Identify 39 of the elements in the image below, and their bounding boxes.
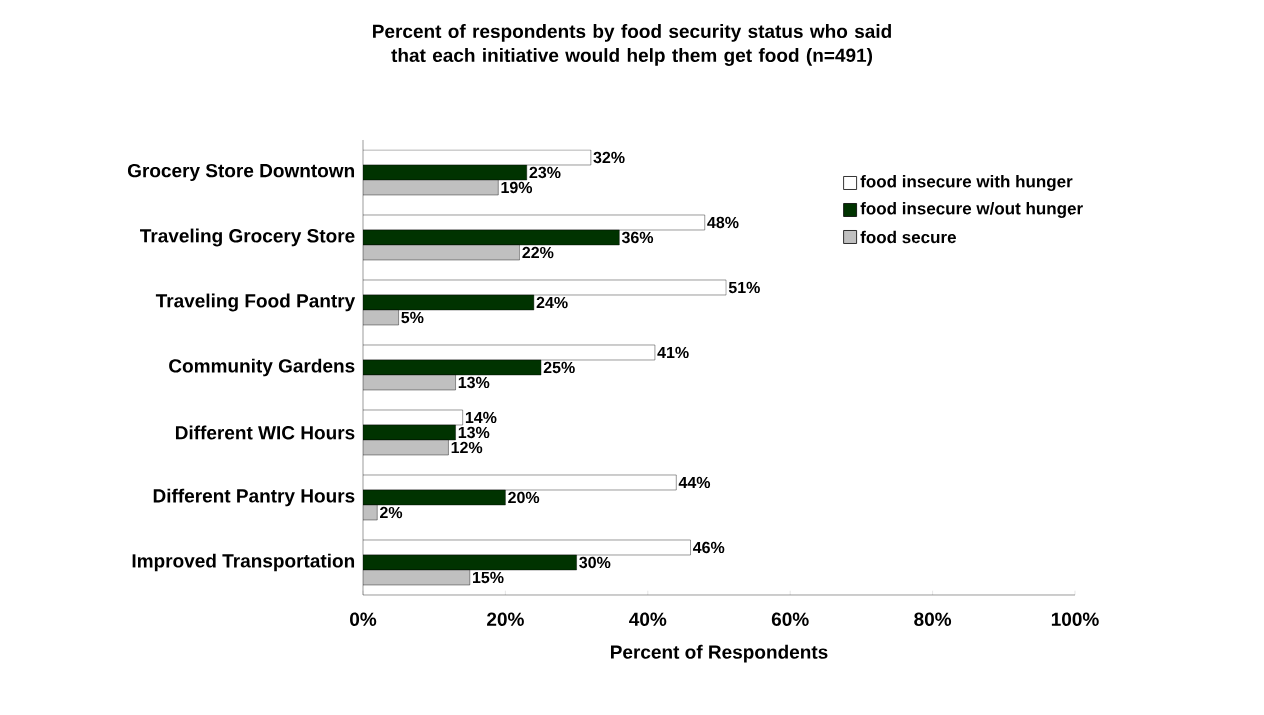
x-tick-label: 40% bbox=[629, 612, 667, 626]
data-label: 5% bbox=[401, 311, 424, 324]
data-label: 44% bbox=[678, 476, 711, 489]
x-tick-label: 100% bbox=[1051, 612, 1099, 626]
y-tick-label: Different Pantry Hours bbox=[153, 488, 355, 507]
data-label: 48% bbox=[707, 216, 739, 229]
data-label: 13% bbox=[458, 376, 490, 389]
x-axis-title: Percent of Respondents bbox=[611, 644, 828, 663]
legend-label: food secure bbox=[860, 230, 956, 244]
x-tick-label: 80% bbox=[914, 612, 952, 626]
y-tick-label: Traveling Grocery Store bbox=[140, 228, 355, 247]
y-tick-label: Traveling Food Pantry bbox=[155, 293, 356, 312]
data-label: 12% bbox=[451, 441, 483, 454]
data-label: 25% bbox=[543, 361, 575, 374]
data-label: 46% bbox=[692, 541, 725, 554]
data-label: 41% bbox=[657, 346, 689, 359]
data-label: 32% bbox=[593, 151, 625, 164]
data-label: 22% bbox=[522, 246, 554, 259]
data-label: 13% bbox=[458, 426, 490, 439]
x-tick-label: 0% bbox=[350, 612, 377, 626]
text: food insecure with hunger bbox=[860, 175, 1073, 191]
x-tick-label: 60% bbox=[771, 612, 809, 626]
y-tick-label: Different WIC Hours bbox=[175, 425, 355, 440]
data-label: 24% bbox=[536, 296, 568, 309]
data-label: 36% bbox=[621, 231, 654, 244]
y-tick-label: Community Gardens bbox=[169, 358, 355, 377]
x-tick-label: 20% bbox=[487, 612, 524, 626]
y-tick-label: Grocery Store Downtown bbox=[127, 163, 355, 182]
data-label: 51% bbox=[728, 281, 760, 294]
data-label: 14% bbox=[465, 411, 497, 424]
data-label: 15% bbox=[473, 571, 504, 584]
data-label: 19% bbox=[501, 181, 533, 194]
data-label: 30% bbox=[579, 556, 611, 569]
chart-title: Percent of respondents by food security status who said that each initiative would help them get food (n=491) bbox=[373, 24, 891, 66]
y-tick-label: Improved Transportation bbox=[132, 553, 355, 572]
data-label: 2% bbox=[380, 506, 403, 519]
legend-label: food insecure w/out hunger bbox=[860, 202, 1083, 218]
data-label: 23% bbox=[529, 166, 561, 179]
data-label: 20% bbox=[508, 491, 540, 504]
